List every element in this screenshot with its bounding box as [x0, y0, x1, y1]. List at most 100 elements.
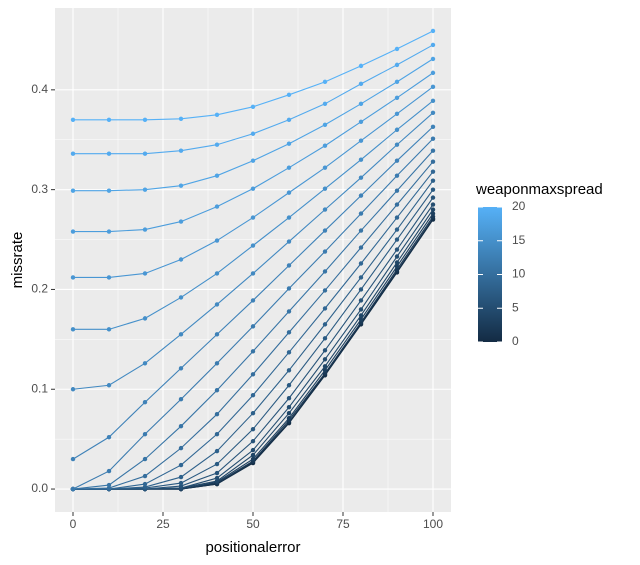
point	[322, 357, 328, 362]
point	[178, 480, 184, 486]
point	[250, 158, 256, 163]
point	[250, 298, 256, 303]
point	[358, 261, 364, 266]
point	[250, 438, 256, 444]
point	[286, 309, 292, 314]
series	[70, 98, 436, 332]
point	[142, 187, 148, 192]
point	[358, 287, 364, 292]
point	[178, 257, 184, 262]
point	[394, 142, 400, 147]
point	[358, 81, 364, 87]
point	[394, 158, 400, 163]
point	[322, 122, 328, 127]
point	[322, 165, 328, 170]
point	[430, 178, 436, 183]
point	[358, 157, 364, 162]
point	[430, 56, 436, 62]
point	[214, 475, 220, 481]
point	[430, 28, 436, 34]
point	[214, 112, 220, 117]
x-tick-label: 100	[423, 517, 443, 531]
point	[358, 211, 364, 216]
point	[430, 84, 436, 90]
point	[214, 271, 220, 276]
point	[70, 327, 76, 332]
point	[394, 202, 400, 207]
series	[70, 84, 436, 280]
point	[142, 473, 148, 479]
point	[286, 165, 292, 170]
point	[430, 211, 436, 216]
point	[250, 426, 256, 432]
point	[430, 42, 436, 48]
point	[250, 243, 256, 248]
point	[250, 349, 256, 354]
point	[214, 142, 220, 147]
point	[214, 388, 220, 393]
point	[322, 364, 328, 369]
point	[106, 383, 112, 388]
point	[106, 117, 112, 122]
point	[358, 307, 364, 312]
point	[250, 393, 256, 398]
point	[430, 202, 436, 207]
point	[214, 448, 220, 454]
point	[286, 215, 292, 220]
point	[358, 175, 364, 180]
colorbar-label: 15	[512, 233, 526, 247]
point	[214, 411, 220, 417]
point	[106, 229, 112, 234]
point	[394, 173, 400, 178]
point	[286, 410, 292, 416]
y-tick-label: 0.1	[31, 381, 48, 395]
point	[430, 195, 436, 200]
point	[106, 151, 112, 156]
point	[430, 124, 436, 129]
point	[430, 187, 436, 192]
y-axis-title: missrate	[9, 232, 26, 289]
series	[70, 42, 436, 156]
point	[178, 332, 184, 337]
point	[250, 131, 256, 136]
point	[142, 271, 148, 276]
series	[70, 56, 436, 193]
point	[250, 186, 256, 191]
point	[106, 434, 112, 440]
series	[70, 169, 436, 492]
point	[142, 151, 148, 156]
x-axis-title: positionalerror	[205, 539, 300, 556]
colorbar-label: 10	[512, 267, 526, 281]
point	[250, 447, 256, 453]
series	[70, 70, 436, 234]
series	[70, 136, 436, 492]
point	[394, 111, 400, 116]
point	[106, 327, 112, 332]
point	[142, 361, 148, 366]
point	[322, 348, 328, 353]
point	[214, 173, 220, 178]
point	[70, 387, 76, 392]
point	[286, 405, 292, 410]
point	[214, 470, 220, 476]
point	[430, 98, 436, 104]
point	[214, 302, 220, 307]
point	[142, 117, 148, 122]
y-tick-label: 0.4	[31, 82, 48, 96]
point	[358, 313, 364, 318]
point	[250, 215, 256, 220]
point	[250, 324, 256, 329]
point	[286, 263, 292, 268]
point	[322, 269, 328, 274]
point	[358, 317, 364, 322]
colorbar-label: 5	[512, 300, 519, 314]
point	[70, 151, 76, 156]
point	[322, 79, 328, 85]
point	[106, 275, 112, 280]
point	[286, 396, 292, 401]
point	[358, 245, 364, 250]
point	[70, 229, 76, 234]
point	[250, 271, 256, 276]
colorbar-label: 0	[512, 334, 519, 348]
